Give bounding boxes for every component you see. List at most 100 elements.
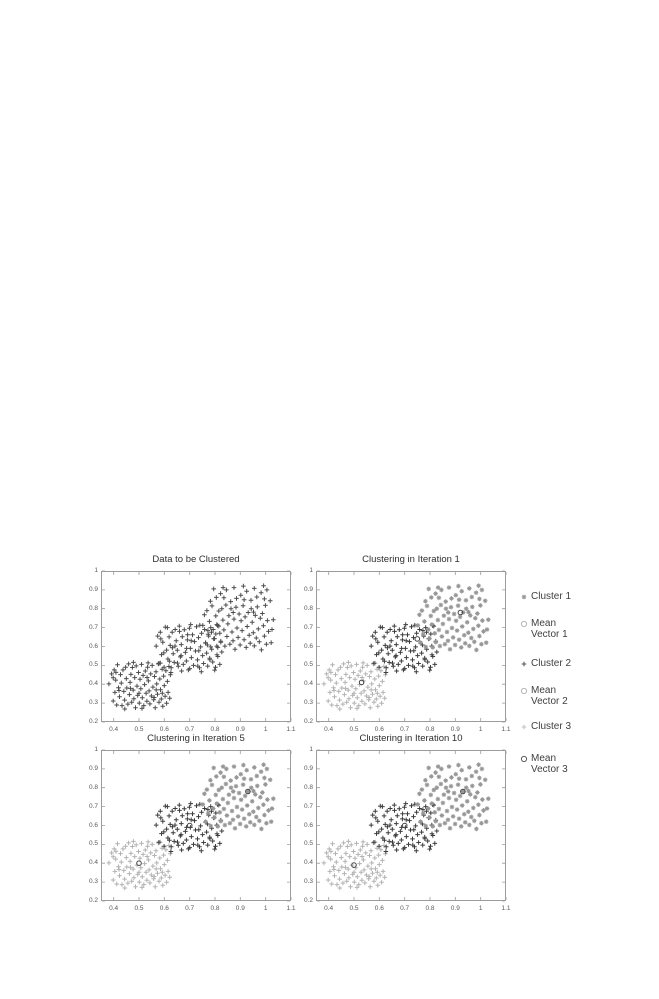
legend-label: Mean Vector 1 bbox=[531, 618, 568, 640]
y-tick-label: 0.7 bbox=[88, 623, 98, 631]
x-tick-label: 0.8 bbox=[425, 726, 435, 733]
y-tick-label: 0.5 bbox=[88, 661, 98, 669]
y-tick-label: 0.3 bbox=[303, 699, 313, 707]
legend-label: Mean Vector 2 bbox=[531, 685, 568, 707]
x-tick-label: 0.6 bbox=[374, 726, 384, 733]
x-tick-label: 0.8 bbox=[425, 905, 435, 912]
mean-vector-1-marker bbox=[136, 860, 142, 866]
y-tick-label: 0.3 bbox=[303, 878, 313, 886]
y-tick-label: 0.2 bbox=[303, 718, 313, 725]
x-tick-label: 0.4 bbox=[109, 905, 119, 912]
x-tick-label: 1 bbox=[478, 905, 483, 912]
chart-clustering-iteration-1: Clustering in Iteration 1 0.2 0.3 0.4 0.5 0.… bbox=[285, 548, 522, 744]
plot-area bbox=[101, 749, 292, 902]
y-tick-label: 0.8 bbox=[303, 604, 313, 612]
plot-area bbox=[316, 570, 507, 723]
mean-vector-1-marker bbox=[351, 862, 357, 868]
y-tick-label: 0.4 bbox=[303, 859, 313, 867]
series-cluster-3-points bbox=[321, 839, 388, 891]
series-raw-data-middle-points bbox=[153, 622, 225, 675]
y-tick-label: 0.4 bbox=[303, 680, 313, 688]
x-tick-label: 1.1 bbox=[286, 726, 296, 733]
plot-area bbox=[316, 749, 507, 902]
chart-title: Clustering in Iteration 5 bbox=[147, 733, 245, 744]
series-raw-data-upper-points bbox=[200, 583, 276, 653]
series-cluster-2-points bbox=[368, 801, 440, 854]
y-tick-label: 0.7 bbox=[303, 802, 313, 810]
y-tick-label: 1 bbox=[309, 746, 313, 753]
series-cluster-3-points bbox=[106, 839, 173, 891]
series-cluster-2-points bbox=[153, 801, 225, 854]
series-cluster-2-points bbox=[368, 622, 440, 675]
y-tick-label: 0.9 bbox=[88, 585, 98, 593]
legend-label-line: Vector 2 bbox=[531, 696, 568, 707]
x-tick-label: 0.6 bbox=[159, 905, 169, 912]
x-tick-label: 0.8 bbox=[210, 905, 220, 912]
legend: Cluster 1 Mean Vector 1 Cluster 2 Mean Vector… bbox=[516, 583, 658, 793]
y-tick-label: 0.8 bbox=[88, 783, 98, 791]
y-tick-label: 0.9 bbox=[303, 764, 313, 772]
y-tick-label: 0.9 bbox=[303, 585, 313, 593]
x-tick-label: 0.4 bbox=[324, 726, 334, 733]
x-tick-label: 0.7 bbox=[400, 905, 410, 912]
x-tick-label: 0.6 bbox=[374, 905, 384, 912]
y-tick-label: 0.5 bbox=[88, 840, 98, 848]
legend-label-line: Mean bbox=[531, 618, 557, 629]
x-tick-label: 0.9 bbox=[235, 905, 245, 912]
y-tick-label: 1 bbox=[309, 567, 313, 574]
y-tick-label: 1 bbox=[94, 746, 98, 753]
y-tick-label: 0.2 bbox=[88, 897, 98, 904]
chart-title: Data to be Clustered bbox=[152, 554, 240, 565]
x-tick-label: 0.9 bbox=[235, 726, 245, 733]
axis-box bbox=[316, 571, 506, 722]
y-tick-label: 0.8 bbox=[303, 783, 313, 791]
legend-label-line: Mean bbox=[531, 685, 557, 696]
x-tick-label: 0.5 bbox=[134, 905, 144, 912]
legend-label: Mean Vector 3 bbox=[531, 753, 568, 775]
legend-label-line: Vector 1 bbox=[531, 629, 568, 640]
chart-clustering-iteration-10: Clustering in Iteration 10 0.2 0.3 0.4 0.5 0… bbox=[285, 727, 522, 923]
x-tick-label: 0.5 bbox=[349, 905, 359, 912]
legend-label: Cluster 2 bbox=[531, 658, 571, 669]
chart-title: Clustering in Iteration 1 bbox=[362, 554, 460, 565]
series-cluster-1-points bbox=[415, 583, 491, 653]
y-tick-label: 0.2 bbox=[303, 897, 313, 904]
axis-ticks bbox=[317, 570, 507, 723]
series-cluster-3-points bbox=[321, 660, 388, 712]
series-raw-data-lower-points bbox=[106, 660, 173, 712]
mean-vector-2-marker bbox=[401, 822, 408, 829]
x-tick-label: 0.4 bbox=[324, 905, 334, 912]
x-tick-label: 1 bbox=[478, 726, 483, 733]
x-tick-label: 1 bbox=[263, 726, 268, 733]
x-tick-label: 1.1 bbox=[501, 905, 511, 912]
plus-marker-icon bbox=[521, 724, 527, 730]
x-tick-label: 0.7 bbox=[185, 905, 195, 912]
x-tick-label: 0.6 bbox=[159, 726, 169, 733]
axis-box bbox=[101, 750, 291, 901]
y-tick-label: 0.6 bbox=[88, 821, 98, 829]
y-tick-label: 0.8 bbox=[88, 604, 98, 612]
x-tick-label: 0.7 bbox=[400, 726, 410, 733]
circle-marker-icon bbox=[520, 620, 528, 628]
y-tick-label: 0.7 bbox=[88, 802, 98, 810]
axis-ticks bbox=[102, 749, 292, 902]
axis-ticks bbox=[102, 570, 292, 723]
circle-marker-icon bbox=[520, 687, 528, 695]
y-tick-label: 0.6 bbox=[88, 642, 98, 650]
legend-label-line: Cluster 2 bbox=[531, 658, 572, 669]
plot-area bbox=[101, 570, 292, 723]
mean-vector-2-marker bbox=[186, 822, 193, 829]
mean-vector-1-marker bbox=[358, 679, 365, 686]
axis-box bbox=[101, 571, 291, 722]
circle-marker-icon bbox=[520, 755, 528, 763]
y-tick-label: 0.4 bbox=[88, 859, 98, 867]
x-tick-label: 0.5 bbox=[134, 726, 144, 733]
legend-label-line: Cluster 3 bbox=[531, 721, 572, 732]
x-tick-label: 0.9 bbox=[450, 726, 460, 733]
y-tick-label: 0.4 bbox=[88, 680, 98, 688]
chart-data-to-be-clustered: Data to be Clustered 0.2 0.3 0.4 0.5 0.6 0.7 0… bbox=[70, 548, 307, 744]
y-tick-label: 0.6 bbox=[303, 821, 313, 829]
mean-vector-3-marker bbox=[245, 788, 251, 795]
y-tick-label: 0.3 bbox=[88, 699, 98, 707]
